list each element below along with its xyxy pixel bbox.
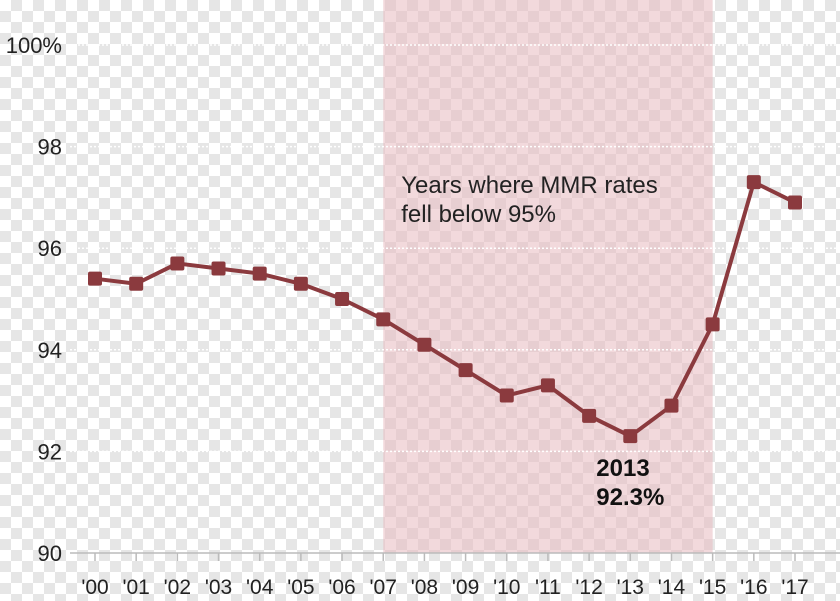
shaded-region-annotation: Years where MMR rates fell below 95% — [401, 172, 664, 228]
y-tick-label: 94 — [38, 338, 62, 363]
x-tick-label: '13 — [617, 576, 644, 599]
gridlines — [70, 44, 840, 554]
x-tick-label: '14 — [658, 576, 686, 599]
data-point — [129, 276, 144, 291]
x-tick-label: '01 — [122, 576, 149, 599]
data-point — [705, 317, 720, 332]
x-tick-label: '17 — [781, 576, 808, 599]
x-tick-label: '15 — [699, 576, 726, 599]
data-point — [746, 175, 761, 190]
x-tick-label: '16 — [740, 576, 767, 599]
callout-value: 92.3% — [596, 484, 664, 511]
x-tick-label: '04 — [246, 576, 274, 599]
y-tick-label: 98 — [38, 135, 62, 160]
x-tick-label: '02 — [164, 576, 191, 599]
y-axis-ticks: 90 92 94 96 98 100% — [6, 33, 62, 566]
annotation-line-1: Years where MMR rates — [401, 172, 658, 199]
data-point — [376, 312, 391, 327]
data-point — [788, 195, 802, 210]
data-point — [582, 408, 597, 423]
x-tick-label: '03 — [205, 576, 232, 599]
mmr-series-points — [88, 175, 802, 444]
y-tick-label: 92 — [38, 439, 62, 464]
data-point — [335, 292, 350, 306]
annotation-line-2: fell below 95% — [401, 201, 556, 228]
data-point — [664, 398, 679, 413]
x-tick-label: '11 — [535, 576, 561, 599]
y-tick-label: 100% — [6, 33, 62, 58]
below-95-shaded-region — [383, 0, 713, 553]
data-point — [540, 378, 555, 393]
data-point — [293, 276, 308, 291]
x-tick-label: '08 — [411, 576, 438, 599]
x-tick-label: '09 — [452, 576, 479, 599]
callout-year: 2013 — [596, 455, 649, 482]
low-point-callout: 2013 92.3% — [596, 455, 664, 511]
x-tick-label: '00 — [81, 576, 108, 599]
data-point — [88, 271, 102, 286]
data-point — [211, 261, 226, 276]
x-axis-ticks: '00 '01 '02 '03 '04 '05 '06 '07 '08 '09 '10 '11 '12 '… — [81, 553, 809, 599]
data-point — [252, 266, 267, 281]
data-point — [623, 429, 638, 444]
x-tick-label: '12 — [575, 576, 602, 599]
data-point — [458, 363, 473, 378]
x-tick-label: '07 — [370, 576, 397, 599]
y-tick-label: 96 — [38, 236, 62, 261]
x-tick-label: '06 — [328, 576, 355, 599]
data-point — [417, 337, 432, 352]
data-point — [170, 256, 185, 271]
data-point — [499, 388, 514, 403]
y-tick-label: 90 — [38, 541, 62, 566]
x-tick-label: '05 — [287, 576, 314, 599]
x-tick-label: '10 — [493, 576, 520, 599]
